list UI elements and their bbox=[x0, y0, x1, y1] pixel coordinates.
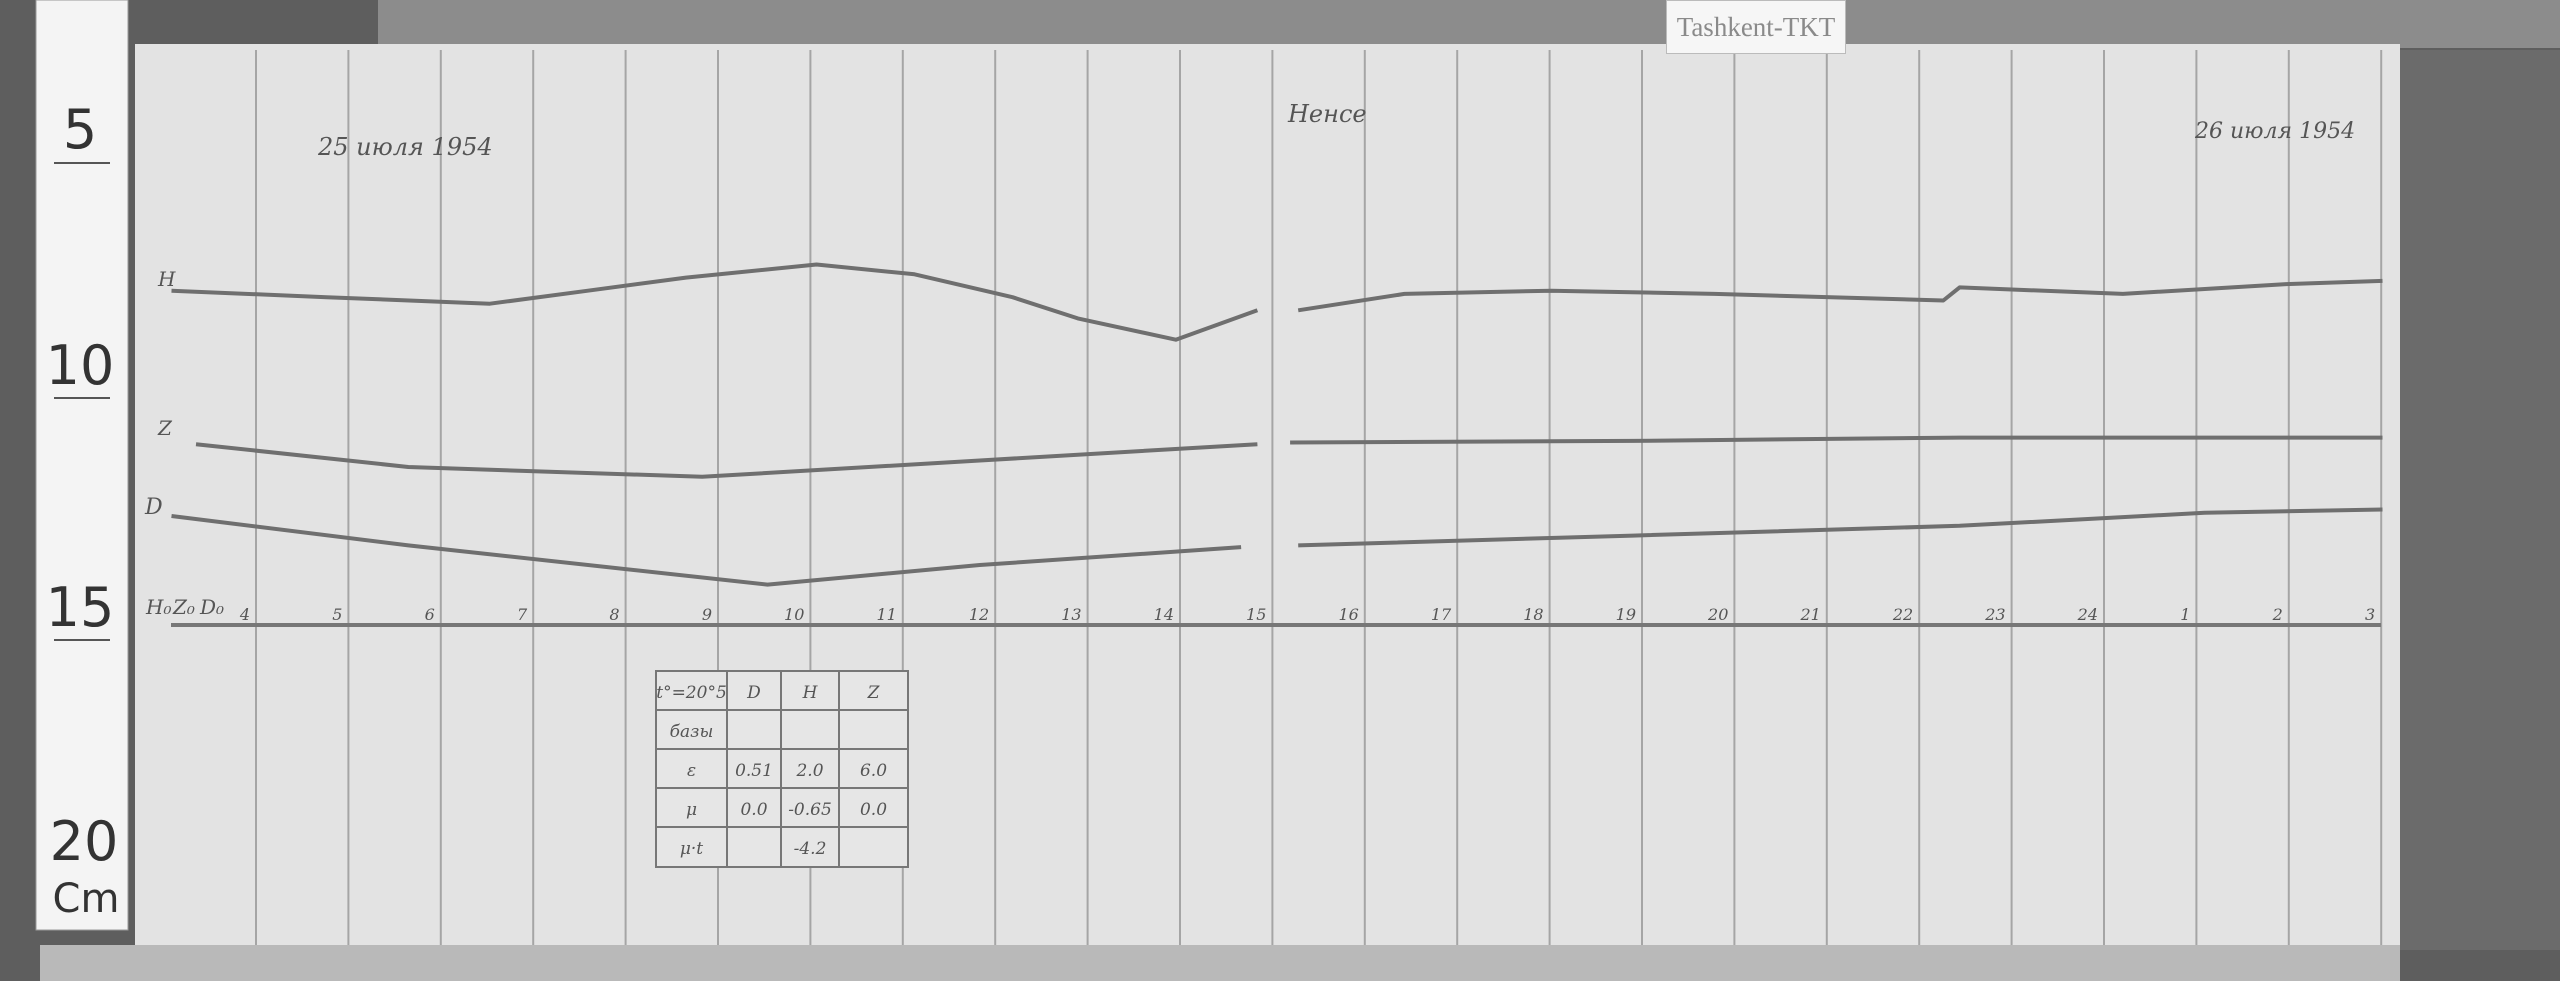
ruler-unit: Cm bbox=[53, 876, 120, 922]
right-edge bbox=[2400, 50, 2560, 950]
trace-Z bbox=[195, 435, 2383, 479]
ruler-mark: 5 bbox=[63, 98, 97, 161]
table-header-cell: Z bbox=[867, 683, 881, 703]
hour-label: 17 bbox=[1431, 605, 1452, 624]
signature: Ненсе bbox=[1287, 100, 1367, 128]
hour-label: 12 bbox=[969, 605, 989, 624]
hour-label: 20 bbox=[1707, 605, 1728, 624]
hour-label: 19 bbox=[1616, 605, 1636, 624]
hour-label: 5 bbox=[332, 605, 342, 624]
hour-label: 8 bbox=[609, 605, 619, 624]
table-cell: μ·t bbox=[680, 839, 703, 859]
hour-label: 11 bbox=[876, 605, 896, 624]
label-Z: Z bbox=[157, 416, 173, 440]
table-cell: 2.0 bbox=[795, 761, 823, 781]
ruler bbox=[35, 0, 129, 931]
hour-label: 7 bbox=[517, 605, 528, 624]
hour-grid bbox=[255, 50, 2383, 945]
hour-label: 3 bbox=[2365, 605, 2375, 624]
hour-label: 23 bbox=[1984, 605, 2005, 624]
hour-label: 24 bbox=[2077, 605, 2098, 624]
hour-label: 1 bbox=[2180, 605, 2190, 624]
hour-label: 2 bbox=[2272, 605, 2283, 624]
hour-label: 9 bbox=[702, 605, 712, 624]
hour-labels: 4 5 6 7 8 9 10 11 12 13 14 15 16 17 18 19 20 21 22 23 24 1 2 3 bbox=[239, 605, 2375, 624]
hour-label: 6 bbox=[425, 605, 435, 624]
bottom-edge bbox=[40, 945, 2400, 981]
hour-label: 18 bbox=[1523, 605, 1543, 624]
ruler-marks: 5 10 15 20 Cm bbox=[46, 98, 120, 922]
hour-label: 16 bbox=[1338, 605, 1358, 624]
hour-label: 22 bbox=[1892, 605, 1913, 624]
ruler-mark: 20 bbox=[50, 810, 119, 873]
baseline-D0: D₀ bbox=[199, 595, 224, 619]
ruler-mark: 15 bbox=[46, 576, 115, 639]
table-cell: базы bbox=[670, 722, 714, 742]
traces bbox=[171, 262, 2383, 587]
hour-label: 15 bbox=[1246, 605, 1266, 624]
ruler-mark: 10 bbox=[46, 334, 115, 397]
table-cell: -4.2 bbox=[794, 839, 827, 859]
table-cell: 0.0 bbox=[860, 800, 887, 820]
table-cell: ε bbox=[687, 761, 696, 781]
hour-label: 4 bbox=[239, 605, 250, 624]
hour-label: 21 bbox=[1799, 605, 1820, 624]
date-right: 26 июля 1954 bbox=[2194, 119, 2355, 144]
hour-label: 13 bbox=[1061, 605, 1081, 624]
trace-H bbox=[171, 262, 2383, 342]
hour-label: 14 bbox=[1154, 605, 1174, 624]
table-cell: μ bbox=[686, 800, 697, 820]
magnetogram-paper bbox=[135, 44, 2400, 946]
station-tag: Tashkent-TKT bbox=[1666, 0, 1846, 54]
baseline-Z0: Z₀ bbox=[172, 595, 195, 619]
top-strip bbox=[378, 0, 2560, 48]
baseline-H0: H₀ bbox=[145, 595, 171, 619]
table-header-cell: t°=20°5 bbox=[656, 683, 727, 703]
table-cell: 6.0 bbox=[860, 761, 887, 781]
label-D: D bbox=[144, 495, 163, 520]
date-left: 25 июля 1954 bbox=[317, 133, 493, 161]
table-cell: 0.51 bbox=[735, 761, 773, 781]
trace-D bbox=[171, 507, 2383, 587]
label-H: H bbox=[157, 267, 176, 291]
table-header-cell: H bbox=[802, 683, 819, 703]
table-cell: -0.65 bbox=[788, 800, 832, 820]
table-cell: 0.0 bbox=[740, 800, 767, 820]
hour-label: 10 bbox=[784, 605, 804, 624]
table-header-cell: D bbox=[746, 683, 761, 703]
